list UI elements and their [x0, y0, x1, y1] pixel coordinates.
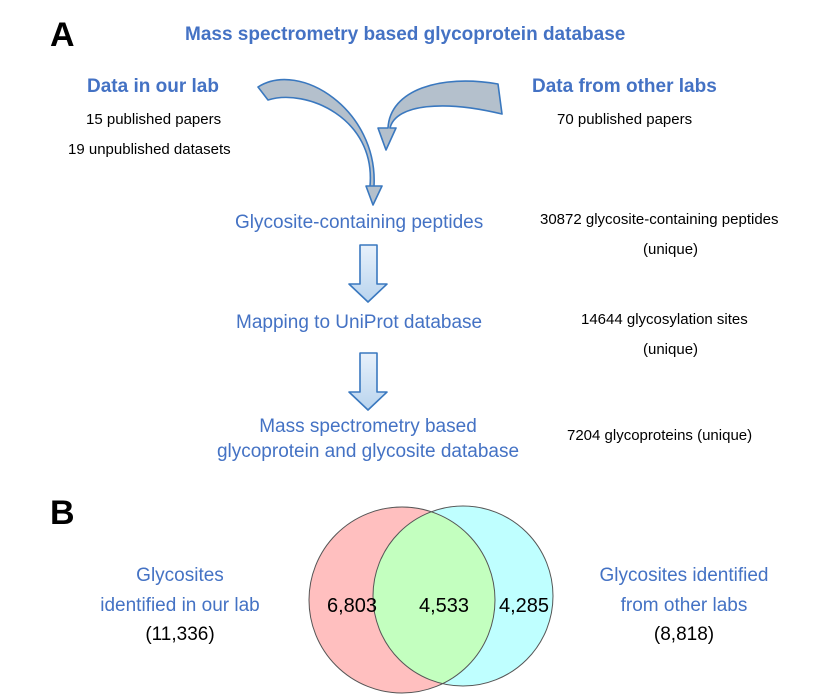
our-lab-glycosites-line1: Glycosites: [136, 565, 224, 586]
step-2-label: Mapping to UniProt database: [236, 312, 483, 333]
other-labs-published: 70 published papers: [557, 111, 693, 128]
step-3-stat: 7204 glycoproteins (unique): [567, 427, 753, 444]
venn-left-only-count: 6,803: [327, 595, 378, 617]
other-labs-glycosites-line2: from other labs: [620, 595, 748, 616]
down-arrow-1: [348, 244, 388, 303]
step-1-stat: 30872 glycosite-containing peptides: [540, 211, 779, 228]
down-arrow-2: [348, 352, 388, 411]
panel-label-b: B: [50, 494, 75, 532]
step-1-label: Glycosite-containing peptides: [235, 212, 484, 233]
our-lab-unpublished: 19 unpublished datasets: [68, 141, 231, 158]
our-lab-glycosites-total: (11,336): [145, 624, 215, 645]
our-lab-glycosites-line2: identified in our lab: [100, 595, 260, 616]
step-2-stat-unique: (unique): [643, 341, 699, 358]
curved-arrow-other-labs: [377, 80, 503, 151]
venn-overlap-region: [373, 507, 495, 686]
step-2-stat: 14644 glycosylation sites: [581, 311, 748, 328]
our-lab-published: 15 published papers: [86, 111, 222, 128]
step-3-label-line1: Mass spectrometry based: [259, 416, 477, 437]
step-3-label-line2: glycoprotein and glycosite database: [216, 441, 520, 462]
other-labs-glycosites-line1: Glycosites identified: [599, 565, 769, 586]
venn-overlap-count: 4,533: [419, 595, 470, 617]
venn-diagram: [308, 505, 554, 694]
other-labs-heading: Data from other labs: [532, 76, 717, 97]
other-labs-glycosites-total: (8,818): [653, 624, 715, 645]
step-1-stat-unique: (unique): [643, 241, 699, 258]
venn-right-only-count: 4,285: [499, 595, 550, 617]
our-lab-heading: Data in our lab: [87, 76, 219, 97]
panel-label-a: A: [50, 16, 75, 54]
panel-a-title: Mass spectrometry based glycoprotein dat…: [185, 24, 626, 45]
curved-arrow-our-lab: [257, 78, 383, 206]
